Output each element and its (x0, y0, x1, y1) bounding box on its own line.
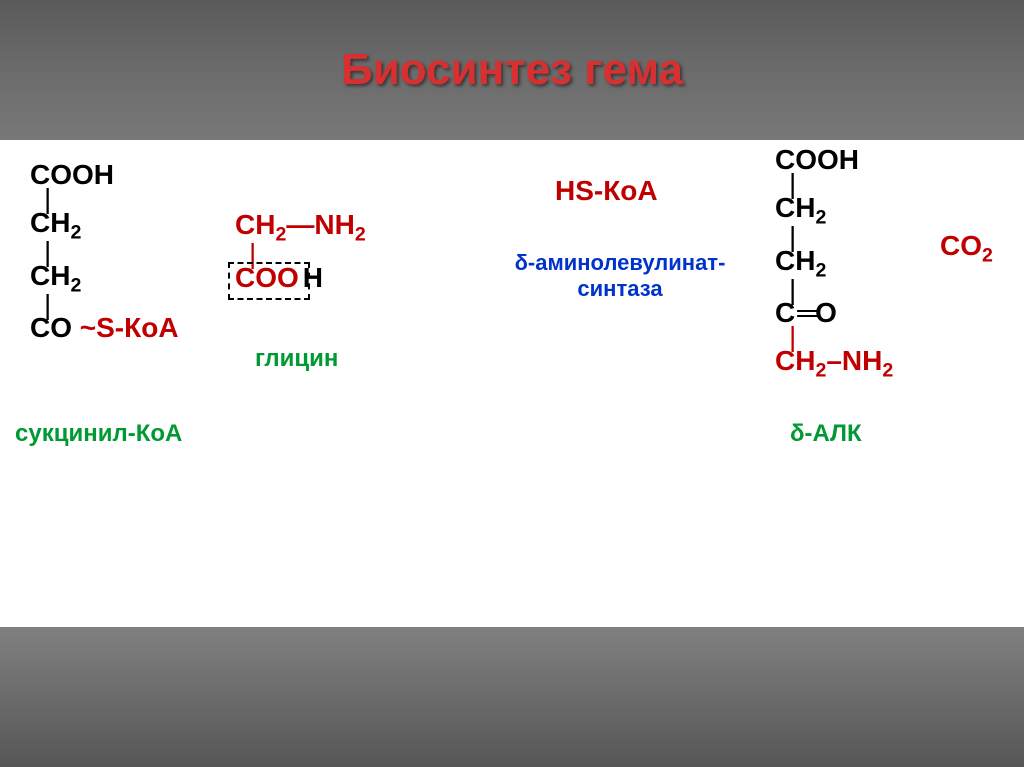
formula-text: CH2 (30, 261, 179, 297)
ala-label: δ-АЛК (790, 420, 862, 448)
enzyme-line1: δ-аминолевулинат- (500, 250, 740, 276)
slide-title: Биосинтез гема (341, 45, 683, 95)
enzyme-line2: синтаза (500, 276, 740, 302)
co2-text: CO2 (940, 230, 993, 268)
bond: | (789, 329, 893, 346)
formula-text: CH2 (30, 208, 179, 244)
formula-text: CH2—NH2 (235, 210, 366, 246)
formula-text: CH2–NH2 (775, 346, 893, 382)
bond: | (789, 282, 893, 299)
bond: | (44, 244, 179, 261)
slide: Биосинтез гема COOH | CH2 | CH2 | CO ~S-… (0, 0, 1024, 767)
bond: | (44, 191, 179, 208)
thio-text: ~S-КоА (80, 312, 179, 343)
formula-text: COOH (30, 160, 179, 191)
bond: | (789, 176, 893, 193)
content-area: COOH | CH2 | CH2 | CO ~S-КоА сукцинил-Ко… (0, 140, 1024, 627)
succinyl-coa-structure: COOH | CH2 | CH2 | CO ~S-КоА (30, 160, 179, 344)
succinyl-label: сукцинил-КоА (15, 420, 182, 448)
bond: | (44, 297, 179, 314)
footer-area (0, 627, 1024, 767)
bond: | (249, 246, 366, 263)
enzyme-label: δ-аминолевулинат- синтаза (500, 250, 740, 302)
dashed-box (228, 262, 310, 300)
bond: | (789, 229, 893, 246)
title-area: Биосинтез гема (0, 0, 1024, 140)
hscoa-text: HS-КоА (555, 175, 658, 207)
ala-structure: COOH | CH2 | CH2 | C═O | CH2–NH2 (775, 145, 893, 382)
formula-text: CO ~S-КоА (30, 313, 179, 344)
glycine-label: глицин (255, 345, 338, 373)
